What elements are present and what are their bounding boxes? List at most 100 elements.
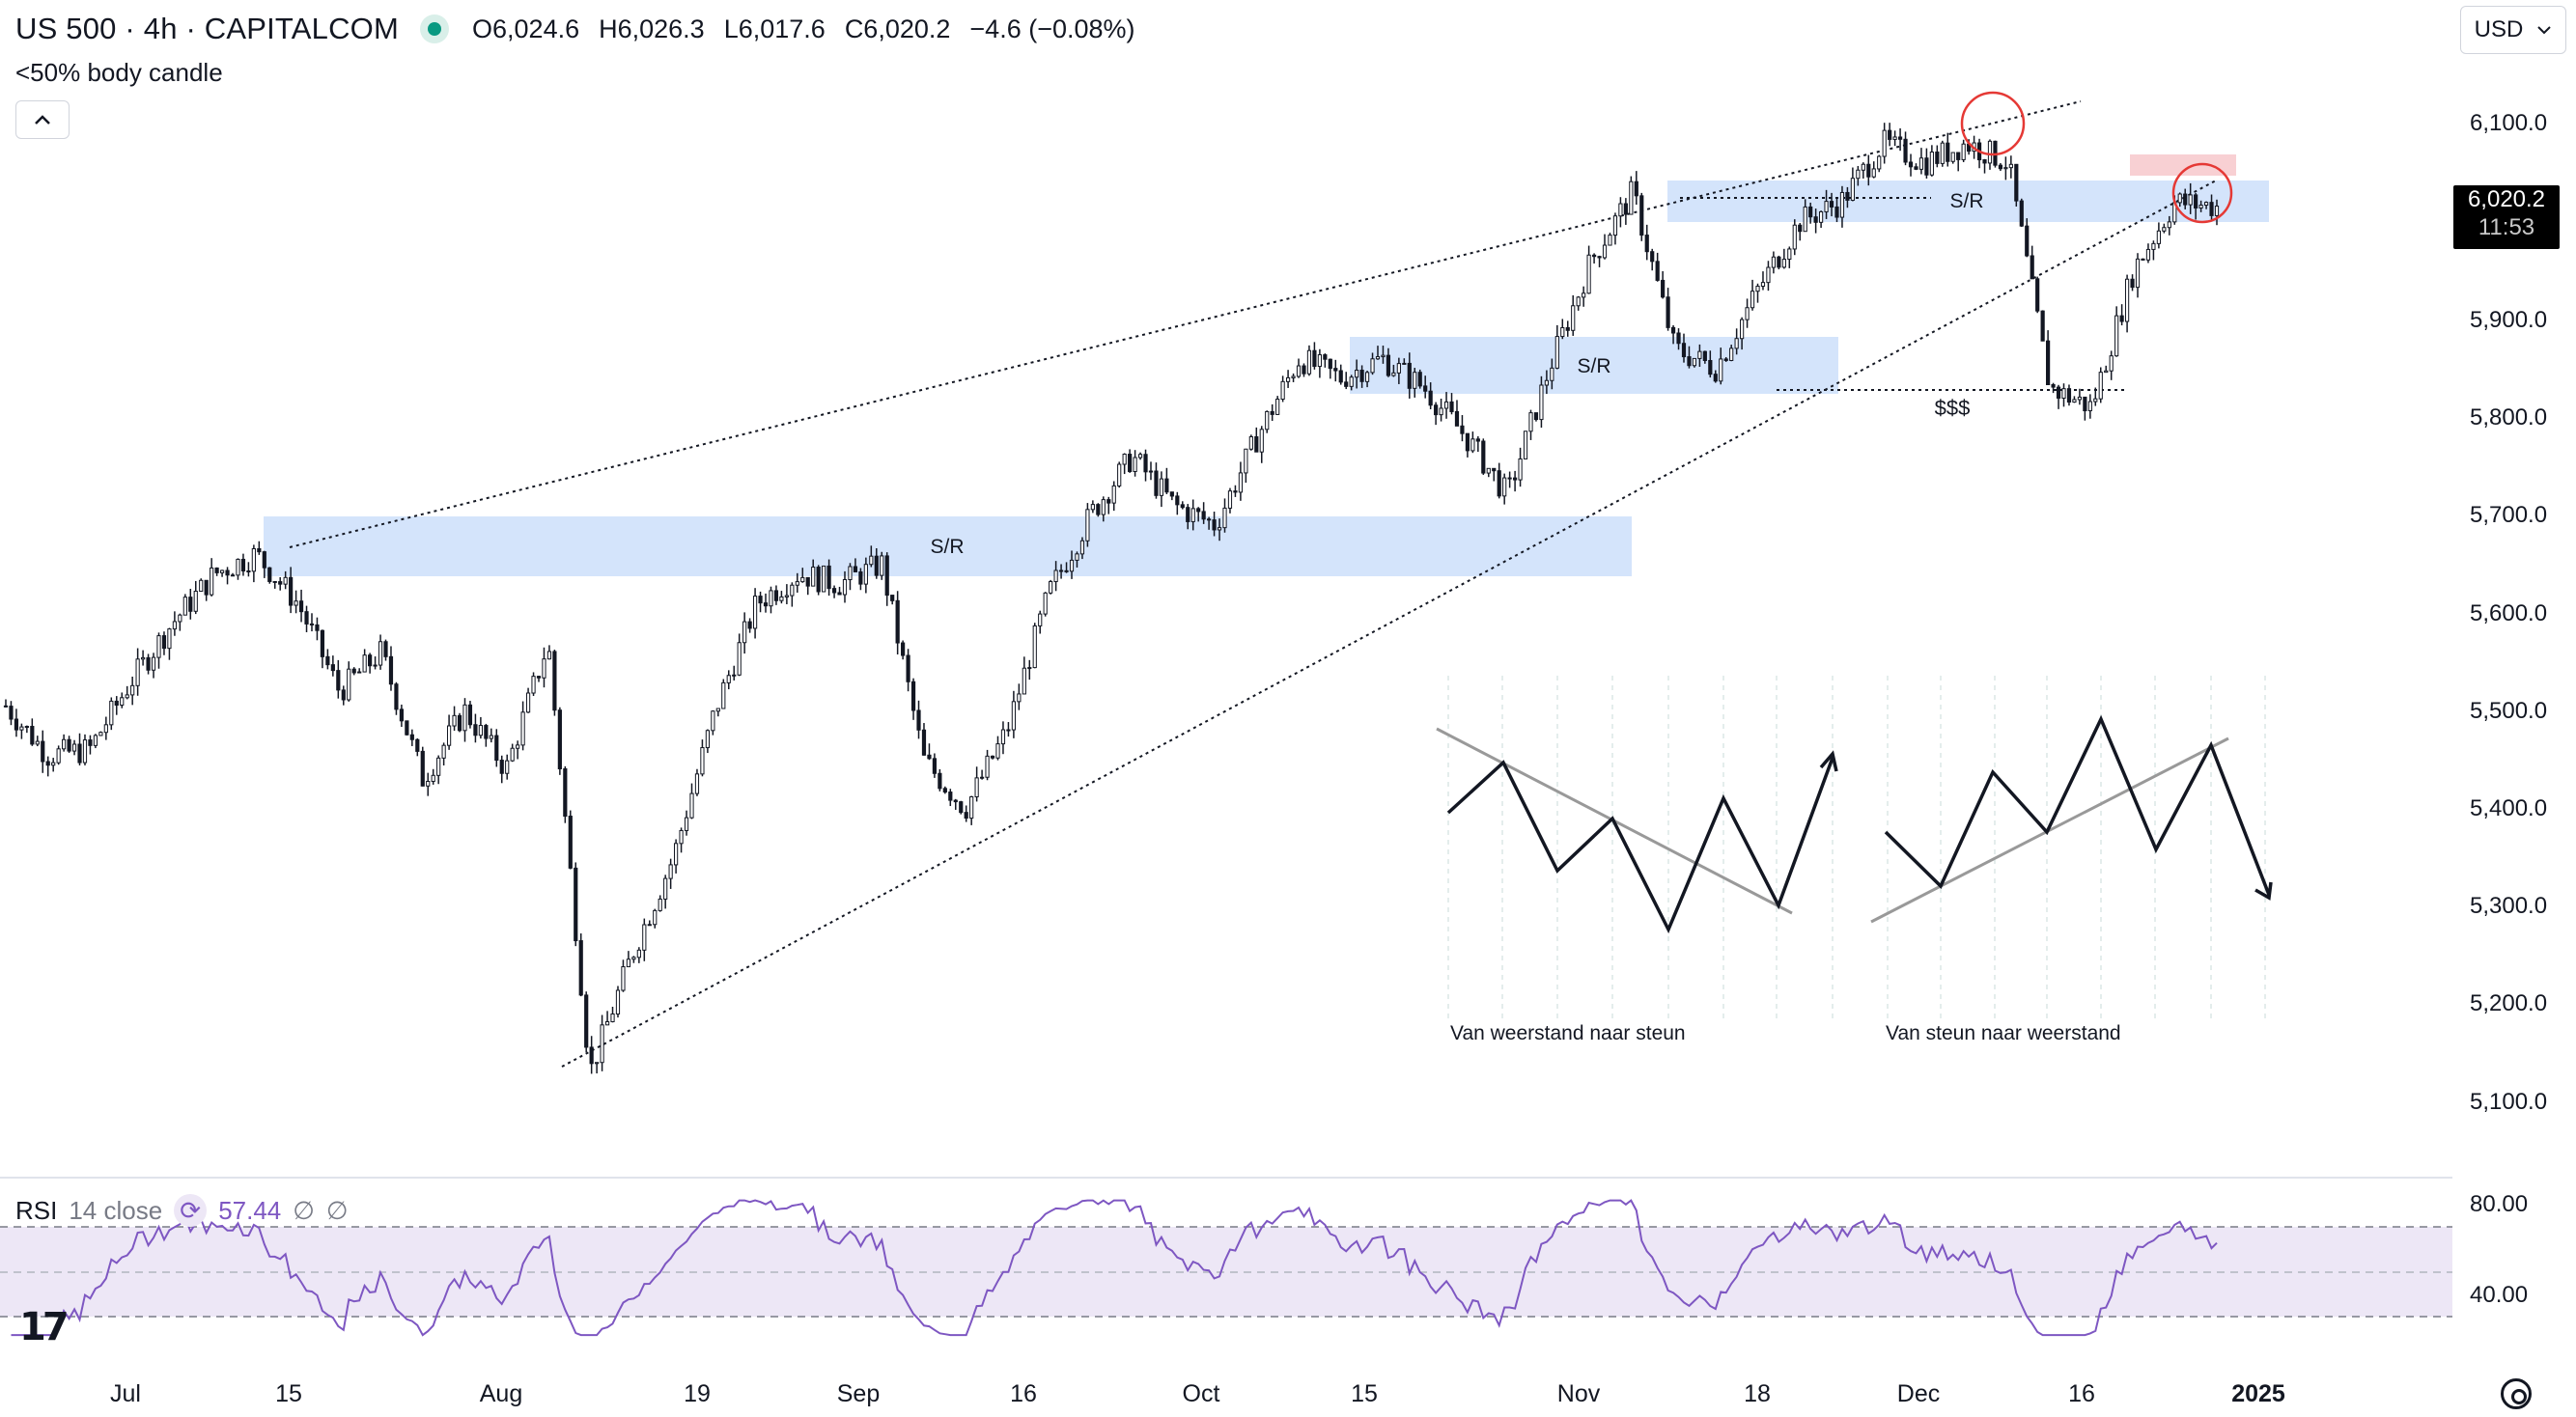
- candle-body: [368, 654, 373, 667]
- candle-body: [109, 700, 114, 726]
- candle-body: [1834, 206, 1839, 218]
- candle-body: [1328, 358, 1332, 370]
- candle-body: [225, 570, 230, 576]
- candle-body: [1207, 518, 1212, 521]
- candle-body: [2177, 193, 2182, 204]
- candle-body: [441, 744, 446, 759]
- candle-body: [842, 578, 848, 596]
- time-tick: 15: [275, 1380, 302, 1407]
- candle-body: [146, 656, 151, 671]
- sr-zone-upper[interactable]: [1667, 181, 2269, 222]
- candle-body: [199, 579, 204, 593]
- candle-body: [67, 738, 71, 752]
- candle-body: [1333, 368, 1338, 372]
- candle-body: [1502, 477, 1507, 497]
- candle-body: [103, 724, 108, 734]
- candle-body: [1359, 370, 1364, 382]
- candle-body: [388, 655, 394, 685]
- rsi-params: 14 close: [69, 1195, 163, 1225]
- candle-body: [631, 957, 636, 960]
- candle-body: [188, 597, 193, 612]
- collapse-legend-button[interactable]: [15, 100, 70, 139]
- candle-body: [2030, 255, 2034, 280]
- candle-body: [552, 651, 557, 711]
- candle-body: [1022, 667, 1026, 695]
- retest-highlight-circle[interactable]: [2171, 162, 2233, 224]
- candle-body: [2124, 278, 2130, 322]
- tradingview-logo[interactable]: 17: [19, 1305, 70, 1349]
- candle-body: [1861, 163, 1865, 171]
- rsi-legend[interactable]: RSI 14 close ⟳ 57.44 ∅ ∅: [15, 1193, 349, 1228]
- currency-selector[interactable]: USD: [2460, 6, 2566, 54]
- candle-body: [1544, 379, 1549, 386]
- candle-body: [721, 681, 726, 709]
- time-tick-year: 2025: [2231, 1380, 2285, 1407]
- candle-body: [1275, 399, 1280, 415]
- candle-body: [1032, 625, 1037, 669]
- rsi-line[interactable]: [11, 1199, 2218, 1337]
- candle-body: [19, 726, 24, 731]
- candle-body: [1175, 495, 1180, 506]
- candle-body: [1238, 472, 1244, 493]
- ohlc-values: O6,024.6 H6,026.3 L6,017.6 C6,020.2 −4.6…: [472, 14, 1135, 44]
- candle-body: [1781, 259, 1786, 268]
- candle-body: [1708, 360, 1713, 375]
- candle-body: [236, 558, 240, 576]
- resistance-zone-red[interactable]: [2130, 154, 2236, 176]
- candle-body: [1602, 244, 1608, 259]
- candle-body: [351, 668, 356, 674]
- candle-body: [1681, 343, 1687, 358]
- candle-body: [1180, 504, 1185, 509]
- candle-body: [831, 588, 837, 594]
- candle-body: [120, 697, 125, 706]
- candle-body: [848, 566, 853, 580]
- candle-body: [1670, 326, 1676, 334]
- candle-body: [663, 877, 668, 900]
- candle-body: [1481, 440, 1486, 474]
- top-highlight-circle[interactable]: [1960, 91, 2026, 156]
- candle-body: [494, 735, 499, 762]
- candle-body: [1434, 404, 1439, 416]
- candle-body: [2188, 194, 2193, 206]
- refresh-icon[interactable]: ⟳: [174, 1194, 208, 1227]
- candle-body: [1612, 215, 1618, 236]
- candle-body: [1777, 256, 1781, 268]
- candle-body: [415, 738, 420, 752]
- candle-body: [1069, 559, 1075, 572]
- candle-body: [473, 724, 478, 736]
- candle-body: [41, 740, 45, 763]
- candle-body: [1233, 490, 1238, 493]
- candle-body: [1154, 470, 1159, 496]
- indicator-legend[interactable]: <50% body candle: [15, 58, 223, 87]
- candle-body: [1364, 372, 1370, 382]
- ohlc-high: H6,026.3: [599, 14, 705, 43]
- candle-body: [674, 843, 679, 866]
- candle-body: [30, 726, 35, 745]
- trendline-upper[interactable]: [289, 100, 2082, 548]
- trendline-lower[interactable]: [561, 180, 2217, 1068]
- settings-icon[interactable]: [2501, 1378, 2532, 1409]
- candle-body: [336, 670, 341, 691]
- candle-body: [1254, 436, 1259, 453]
- symbol-title[interactable]: US 500 · 4h · CAPITALCOM: [15, 12, 400, 45]
- candle-body: [769, 590, 773, 607]
- candle-body: [694, 773, 700, 794]
- candle-body: [399, 708, 405, 722]
- candle-body: [1760, 282, 1766, 288]
- candle-body: [1734, 338, 1739, 349]
- candle-body: [1248, 436, 1253, 450]
- rsi-value: 57.44: [218, 1195, 282, 1225]
- candle-body: [330, 664, 335, 672]
- candle-body: [378, 641, 383, 666]
- candle-body: [35, 740, 40, 745]
- candle-body: [325, 655, 330, 666]
- candle-body: [1813, 216, 1818, 223]
- candle-body: [2183, 193, 2188, 206]
- candle-body: [315, 624, 320, 631]
- candle-body: [1507, 477, 1512, 480]
- candle-body: [1085, 509, 1090, 542]
- sr-zone-lower[interactable]: [264, 516, 1632, 576]
- candle-body: [1428, 390, 1433, 406]
- candle-body: [1539, 384, 1544, 421]
